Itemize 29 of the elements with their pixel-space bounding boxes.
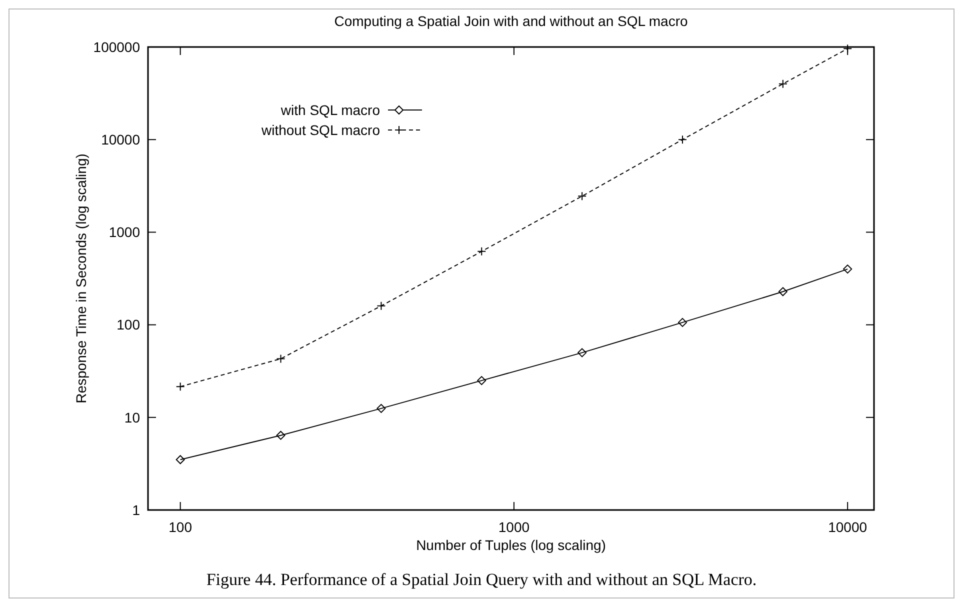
point: [477, 246, 486, 256]
y-tick-label: 10000: [101, 132, 140, 148]
y-tick-label: 100: [116, 316, 140, 333]
x-tick-label: 10000: [828, 519, 868, 535]
x-tick-label: 100: [168, 519, 192, 535]
x-axis-title: Number of Tuples (log scaling): [416, 537, 606, 553]
legend-label: with SQL macro: [280, 102, 380, 118]
y-tick-label: 10: [124, 409, 140, 426]
point: [276, 354, 286, 364]
point: [376, 404, 386, 413]
point: [176, 382, 185, 392]
point: [678, 135, 687, 144]
caption: Figure 44. Performance of a Spatial Join Query with and without an SQL Macro.: [206, 570, 757, 589]
y-tick-label: 100000: [93, 38, 140, 55]
chart-title: Computing a Spatial Join with and without an SQL macro: [334, 13, 688, 29]
point: [678, 318, 687, 327]
point: [778, 79, 788, 88]
point: [276, 430, 286, 440]
point: [376, 301, 386, 310]
point: [477, 376, 486, 386]
point: [578, 348, 587, 358]
y-tick-label: 1000: [108, 224, 140, 240]
point: [176, 455, 185, 464]
legend-label: without SQL macro: [260, 122, 380, 138]
point: [578, 192, 587, 201]
x-tick-label: 1000: [498, 519, 530, 535]
y-tick-label: 1: [132, 502, 140, 518]
point: [778, 287, 788, 296]
y-axis-title: Response Time in Seconds (log scaling): [73, 154, 89, 404]
